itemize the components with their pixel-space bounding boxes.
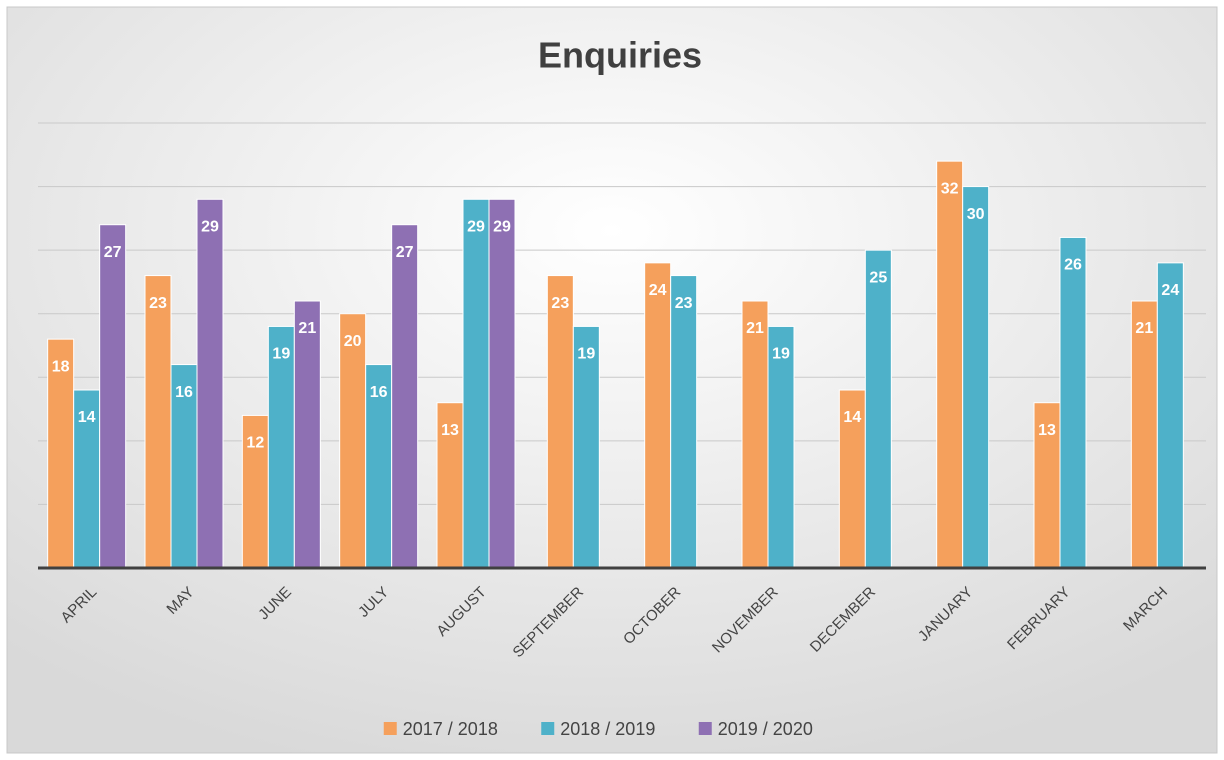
legend-swatch bbox=[541, 722, 555, 735]
data-label: 21 bbox=[298, 320, 316, 337]
data-label: 19 bbox=[772, 346, 790, 363]
bar bbox=[767, 325, 795, 569]
data-label: 24 bbox=[1161, 282, 1179, 299]
data-label: 29 bbox=[493, 219, 511, 236]
bar bbox=[670, 275, 698, 569]
legend-label: 2018 / 2019 bbox=[560, 719, 655, 739]
bar bbox=[196, 198, 224, 569]
data-label: 29 bbox=[467, 219, 485, 236]
legend-swatch bbox=[698, 722, 712, 735]
bar bbox=[391, 224, 419, 569]
bar bbox=[170, 364, 198, 569]
bar bbox=[741, 300, 769, 569]
data-label: 20 bbox=[344, 333, 362, 350]
data-label: 21 bbox=[746, 320, 764, 337]
data-label: 16 bbox=[370, 384, 388, 401]
data-label: 23 bbox=[149, 295, 167, 312]
bar bbox=[267, 325, 295, 569]
legend-swatch bbox=[383, 722, 397, 735]
bar bbox=[339, 313, 367, 569]
bar bbox=[936, 160, 964, 569]
data-label: 23 bbox=[675, 295, 693, 312]
bar bbox=[293, 300, 321, 569]
data-label: 18 bbox=[52, 358, 70, 375]
data-label: 14 bbox=[843, 409, 861, 426]
bar bbox=[838, 389, 866, 569]
bar bbox=[1130, 300, 1158, 569]
data-label: 26 bbox=[1064, 257, 1082, 274]
data-label: 27 bbox=[104, 244, 122, 261]
data-label: 30 bbox=[967, 206, 985, 223]
data-label: 16 bbox=[175, 384, 193, 401]
legend-label: 2019 / 2020 bbox=[718, 719, 813, 739]
bar bbox=[864, 249, 892, 569]
bar bbox=[436, 402, 464, 569]
data-label: 13 bbox=[1038, 422, 1056, 439]
bar bbox=[144, 275, 172, 569]
bar bbox=[99, 224, 127, 569]
bar bbox=[488, 198, 516, 569]
data-label: 13 bbox=[441, 422, 459, 439]
bar bbox=[546, 275, 574, 569]
data-label: 19 bbox=[272, 346, 290, 363]
data-label: 27 bbox=[396, 244, 414, 261]
data-label: 19 bbox=[577, 346, 595, 363]
bar bbox=[962, 186, 990, 569]
data-label: 21 bbox=[1135, 320, 1153, 337]
data-label: 25 bbox=[869, 269, 887, 286]
chart-title: Enquiries bbox=[538, 35, 702, 76]
bar bbox=[1156, 262, 1184, 569]
bar bbox=[365, 364, 393, 569]
bar bbox=[572, 325, 600, 569]
bar bbox=[1033, 402, 1061, 569]
data-label: 12 bbox=[246, 435, 264, 452]
data-label: 14 bbox=[78, 409, 96, 426]
bar bbox=[462, 198, 490, 569]
data-label: 32 bbox=[941, 180, 959, 197]
bar bbox=[1059, 236, 1087, 569]
data-label: 23 bbox=[551, 295, 569, 312]
bar bbox=[644, 262, 672, 569]
data-label: 29 bbox=[201, 219, 219, 236]
data-label: 24 bbox=[649, 282, 667, 299]
legend-label: 2017 / 2018 bbox=[403, 719, 498, 739]
